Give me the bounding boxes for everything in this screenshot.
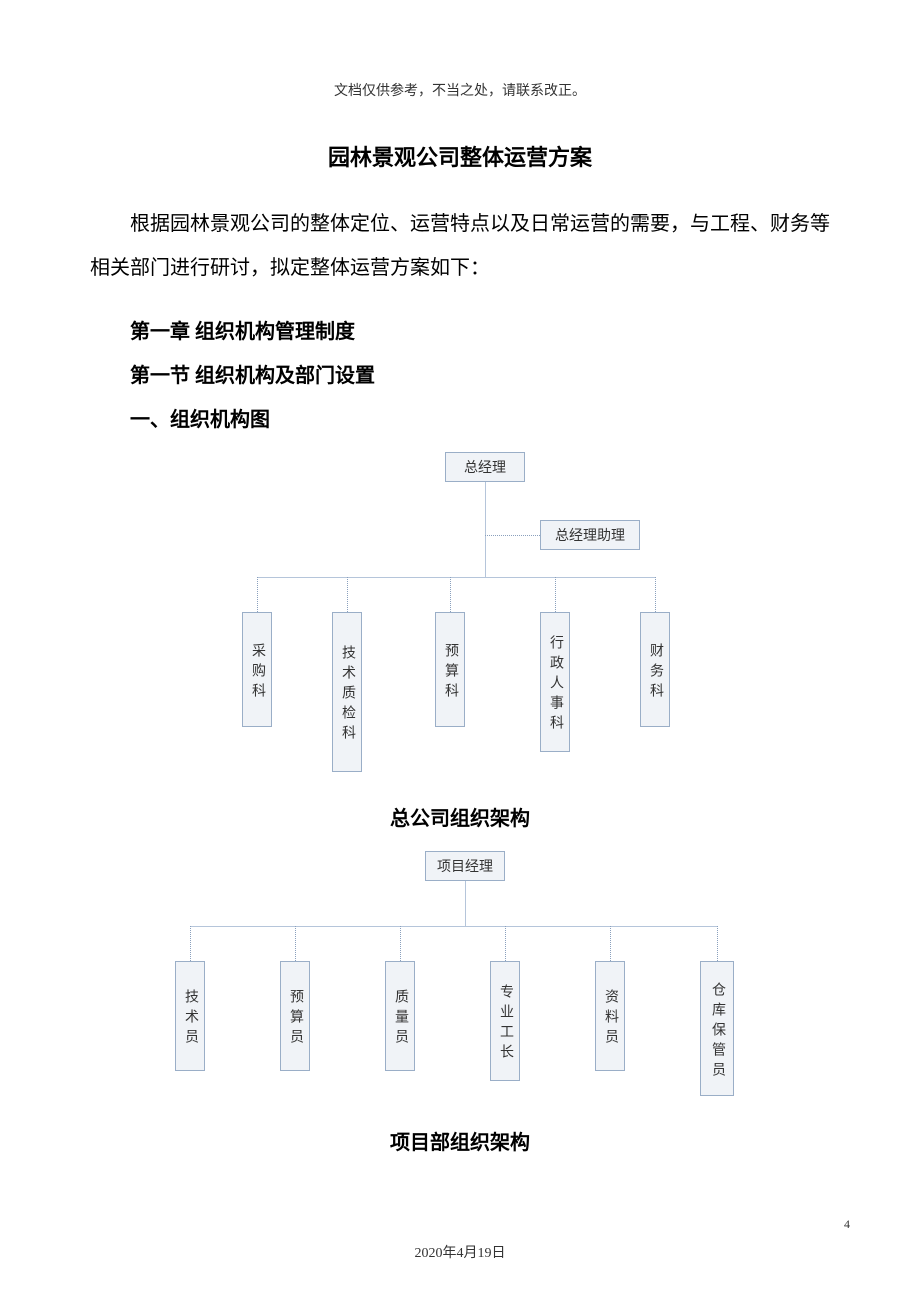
org-connector bbox=[295, 926, 296, 961]
org-connector bbox=[400, 926, 401, 961]
header-note: 文档仅供参考，不当之处，请联系改正。 bbox=[90, 80, 830, 100]
org-node-p5: 资料员 bbox=[595, 961, 625, 1071]
section-heading: 第一节 组织机构及部门设置 bbox=[130, 354, 830, 398]
org-chart-project: 项目经理技术员 预算员 质量员 专业工长 资料员 仓库保管员 bbox=[155, 851, 765, 1106]
org-connector bbox=[450, 577, 451, 612]
org-node-p1: 技术员 bbox=[175, 961, 205, 1071]
org-connector bbox=[485, 482, 486, 577]
chapter-heading: 第一章 组织机构管理制度 bbox=[130, 310, 830, 354]
org-connector bbox=[257, 577, 655, 578]
org-node-d4: 行政人事科 bbox=[540, 612, 570, 752]
org-connector bbox=[190, 926, 191, 961]
org-connector bbox=[505, 926, 506, 961]
org-node-d5: 财务科 bbox=[640, 612, 670, 727]
org-node-pm: 项目经理 bbox=[425, 851, 505, 881]
org-connector bbox=[347, 577, 348, 612]
sub-heading: 一、组织机构图 bbox=[130, 398, 830, 442]
org-connector bbox=[610, 926, 611, 961]
footer-date: 2020年4月19日 bbox=[0, 1242, 920, 1262]
org-node-gm: 总经理 bbox=[445, 452, 525, 482]
page-title: 园林景观公司整体运营方案 bbox=[90, 140, 830, 172]
org-chart-company: 总经理总经理助理采购科 技术质检科 预算科 行政人事科 财务科 bbox=[160, 452, 760, 782]
org-connector bbox=[257, 577, 258, 612]
org-connector bbox=[655, 577, 656, 612]
org-node-gma: 总经理助理 bbox=[540, 520, 640, 550]
org-connector bbox=[717, 926, 718, 961]
org-connector bbox=[465, 881, 466, 926]
chart-caption-company: 总公司组织架构 bbox=[90, 802, 830, 831]
org-node-p4: 专业工长 bbox=[490, 961, 520, 1081]
org-node-p6: 仓库保管员 bbox=[700, 961, 734, 1096]
chart-caption-project: 项目部组织架构 bbox=[90, 1126, 830, 1155]
intro-paragraph: 根据园林景观公司的整体定位、运营特点以及日常运营的需要，与工程、财务等相关部门进… bbox=[90, 202, 830, 290]
org-node-d3: 预算科 bbox=[435, 612, 465, 727]
org-connector bbox=[190, 926, 717, 927]
org-node-d1: 采购科 bbox=[242, 612, 272, 727]
org-connector bbox=[555, 577, 556, 612]
org-node-p2: 预算员 bbox=[280, 961, 310, 1071]
page-number: 4 bbox=[844, 1217, 850, 1232]
org-node-p3: 质量员 bbox=[385, 961, 415, 1071]
org-node-d2: 技术质检科 bbox=[332, 612, 362, 772]
org-connector bbox=[485, 535, 540, 536]
